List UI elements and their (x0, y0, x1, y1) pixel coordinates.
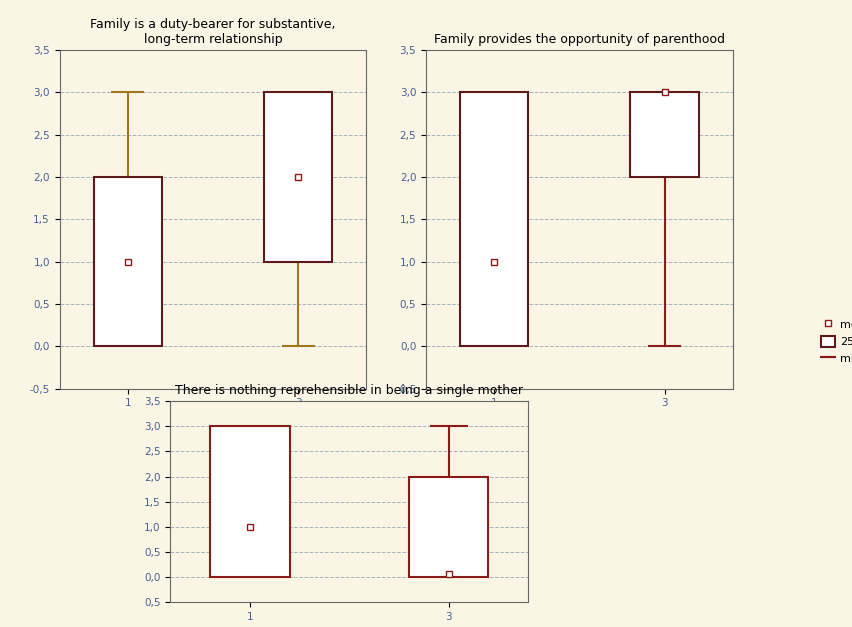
Title: Family is a duty-bearer for substantive,
long-term relationship: Family is a duty-bearer for substantive,… (90, 18, 336, 46)
FancyBboxPatch shape (264, 92, 332, 262)
FancyBboxPatch shape (460, 92, 528, 346)
Legend: median, 25%-75%, min-max: median, 25%-75%, min-max (819, 317, 852, 366)
FancyBboxPatch shape (210, 426, 290, 577)
Legend: median, 25%-75%, min-max: median, 25%-75%, min-max (452, 317, 529, 366)
FancyBboxPatch shape (94, 177, 162, 346)
Title: There is nothing reprehensible in being a single mother: There is nothing reprehensible in being … (176, 384, 523, 398)
Title: Family provides the opportunity of parenthood: Family provides the opportunity of paren… (434, 33, 725, 46)
FancyBboxPatch shape (630, 92, 699, 177)
FancyBboxPatch shape (409, 477, 488, 577)
